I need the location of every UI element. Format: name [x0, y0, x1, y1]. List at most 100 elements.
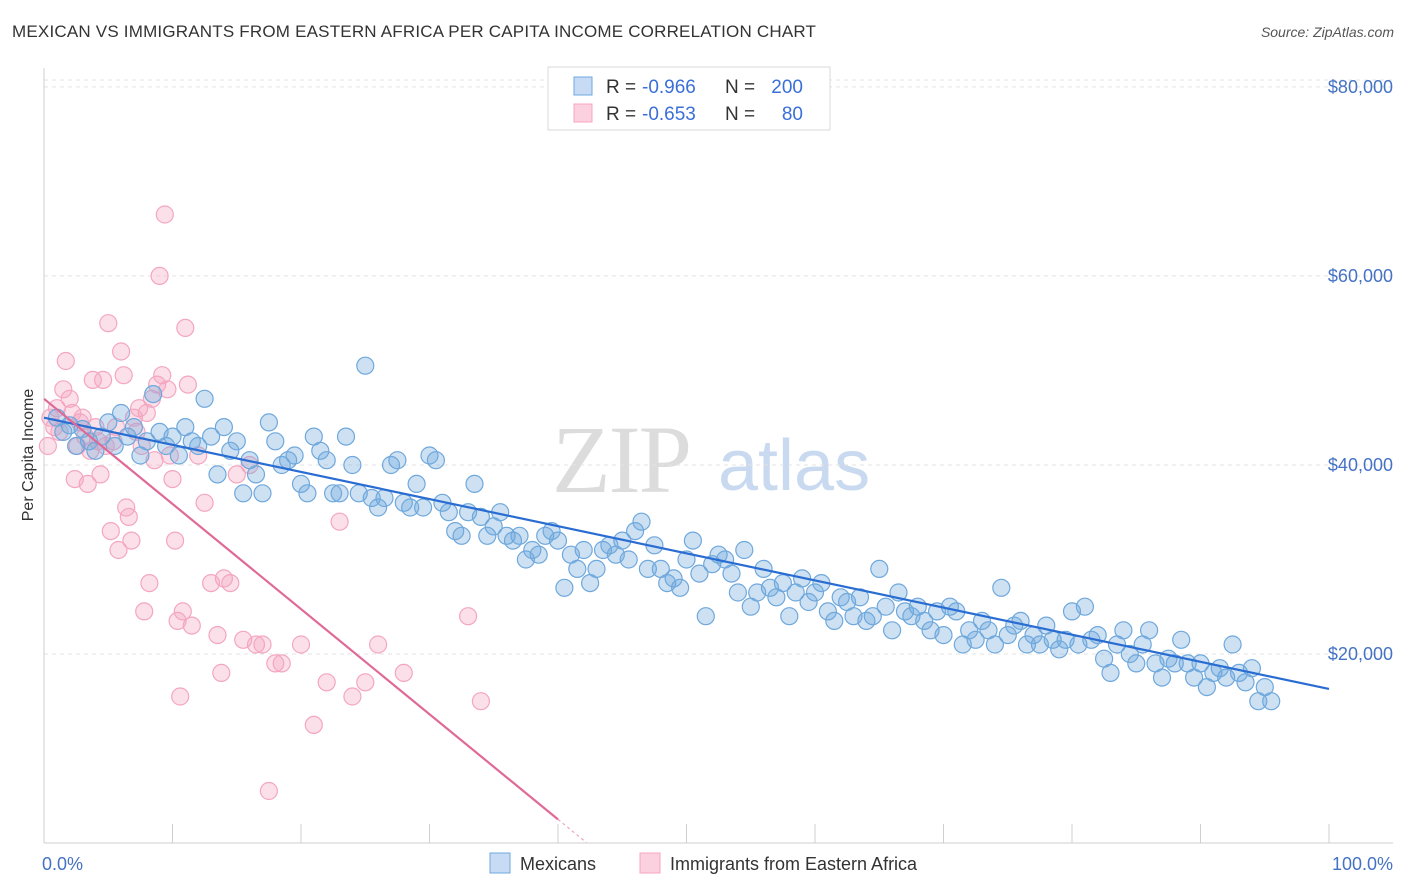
- mexicans-point: [625, 521, 645, 541]
- mexicans-point: [1262, 692, 1281, 711]
- eastern-africa-trend-extension: [557, 818, 587, 843]
- eastern-africa-point: [178, 375, 197, 394]
- mexicans-point: [799, 592, 818, 612]
- mexicans-point: [471, 507, 490, 527]
- eastern-africa-point: [114, 366, 133, 385]
- mexicans-point: [696, 607, 715, 626]
- eastern-africa-point: [266, 654, 285, 673]
- mexicans-point: [915, 611, 934, 631]
- mexicans-point: [870, 559, 889, 579]
- eastern-africa-point: [60, 389, 79, 408]
- mexicans-point: [452, 526, 471, 545]
- watermark-atlas: atlas: [718, 426, 870, 506]
- mexicans-point: [369, 498, 388, 517]
- mexicans-point: [805, 583, 825, 602]
- mexicans-point: [632, 512, 651, 531]
- eastern-africa-point: [99, 314, 118, 333]
- eastern-africa-point: [173, 602, 192, 621]
- mexicans-point: [144, 385, 163, 404]
- eastern-africa-point: [56, 351, 75, 371]
- mexicans-point: [825, 611, 844, 631]
- eastern-africa-point: [356, 673, 375, 692]
- mexicans-point: [850, 588, 870, 607]
- eastern-africa-point: [158, 380, 177, 399]
- eastern-africa-point: [330, 512, 349, 531]
- eastern-africa-point: [317, 673, 336, 692]
- eastern-africa-point: [259, 781, 278, 801]
- eastern-africa-points: [38, 205, 490, 801]
- eastern-africa-point: [168, 611, 187, 631]
- bottom-legend-swatch-mexicans: [489, 852, 511, 874]
- mexicans-point: [735, 540, 754, 560]
- mexicans-point: [291, 474, 311, 493]
- mexicans-point: [311, 441, 330, 460]
- mexicans-point: [208, 465, 227, 484]
- mexicans-point: [234, 484, 253, 503]
- mexicans-point: [1050, 640, 1069, 659]
- eastern-africa-point: [91, 465, 110, 484]
- bottom-legend-label-eastern-africa: Immigrants from Eastern Africa: [670, 854, 918, 874]
- watermark-zip: ZIP: [552, 406, 690, 513]
- mexicans-point: [728, 583, 748, 602]
- eastern-africa-point: [212, 663, 231, 683]
- mexicans-point: [1165, 654, 1184, 673]
- eastern-africa-point: [221, 573, 240, 593]
- mexicans-point: [414, 498, 433, 517]
- mexicans-point: [246, 465, 266, 484]
- legend-r-value-1: -0.966: [642, 77, 696, 98]
- mexicans-point: [465, 474, 484, 493]
- mexicans-point: [214, 418, 233, 437]
- eastern-africa-point: [150, 266, 169, 285]
- eastern-africa-point: [195, 493, 214, 512]
- y-tick-label: $40,000: [1328, 455, 1393, 475]
- mexicans-point: [253, 484, 272, 503]
- eastern-africa-point: [253, 635, 272, 654]
- mexicans-point: [960, 621, 979, 640]
- eastern-africa-point: [93, 370, 113, 389]
- legend-n-value-1: 200: [771, 77, 803, 98]
- legend-r-value-2: -0.653: [642, 104, 696, 125]
- mexicans-point: [966, 630, 985, 649]
- eastern-africa-point: [394, 663, 413, 683]
- eastern-africa-point: [471, 692, 490, 711]
- mexicans-point: [169, 446, 188, 465]
- eastern-africa-point: [163, 470, 182, 489]
- eastern-africa-point: [176, 318, 195, 337]
- eastern-africa-point: [369, 635, 388, 654]
- eastern-africa-point: [227, 465, 246, 484]
- mexicans-point: [992, 578, 1011, 597]
- y-axis-title: Per Capita Income: [20, 389, 37, 522]
- mexicans-point: [259, 413, 278, 432]
- eastern-africa-point: [291, 635, 311, 654]
- mexicans-point: [439, 503, 458, 522]
- mexicans-point: [619, 550, 638, 569]
- eastern-africa-point: [459, 607, 478, 626]
- x-tick-label-min: 0.0%: [42, 854, 83, 874]
- mexicans-point: [356, 356, 375, 375]
- mexicans-point: [1075, 597, 1095, 616]
- eastern-africa-trend-line: [43, 397, 559, 821]
- legend-swatch-eastern-africa: [573, 103, 593, 123]
- legend-r-label-1: R =: [606, 77, 636, 98]
- mexicans-point: [1114, 621, 1133, 640]
- mexicans-point: [529, 545, 548, 564]
- y-tick-label: $60,000: [1328, 266, 1393, 286]
- legend-n-label-1: N =: [725, 77, 755, 98]
- eastern-africa-point: [111, 342, 131, 361]
- mexicans-point: [388, 451, 407, 470]
- trend-lines: [43, 397, 1330, 843]
- mexicans-point: [362, 488, 381, 508]
- mexicans-point: [54, 422, 73, 441]
- mexicans-point: [587, 559, 606, 579]
- legend-box: [547, 66, 831, 131]
- mexicans-point: [818, 602, 838, 621]
- mexicans-point: [638, 559, 658, 579]
- eastern-africa-point: [137, 403, 156, 423]
- mexicans-point: [1139, 621, 1159, 640]
- mexicans-point: [985, 635, 1005, 654]
- eastern-africa-point: [38, 436, 58, 456]
- mexicans-point: [124, 418, 143, 437]
- mexicans-point: [548, 531, 568, 550]
- eastern-africa-point: [148, 375, 167, 394]
